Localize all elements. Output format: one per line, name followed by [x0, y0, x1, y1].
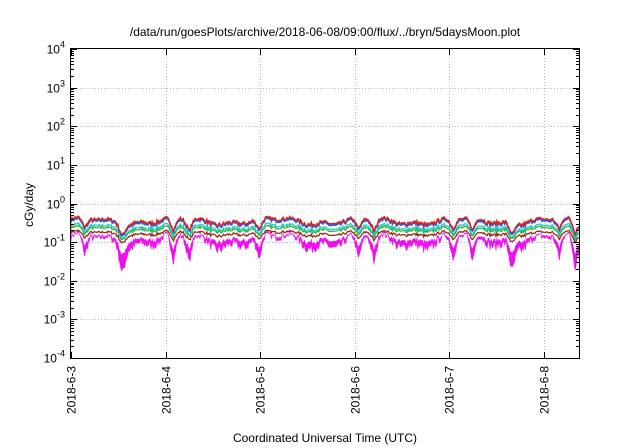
x-tick-label: 2018-6-6: [349, 366, 363, 414]
series-magenta-band: [70, 230, 580, 272]
y-axis-title: cGy/day: [22, 183, 36, 227]
series-line-green: [70, 224, 580, 242]
x-tick-label: 2018-6-3: [65, 366, 79, 414]
x-tick-label: 2018-6-4: [160, 366, 174, 414]
x-tick-label: 2018-6-5: [254, 366, 268, 414]
y-tick-label: 104: [47, 40, 65, 57]
series-line-cyan: [70, 222, 580, 240]
x-axis-title: Coordinated Universal Time (UTC): [233, 431, 417, 445]
y-tick-label: 102: [47, 117, 65, 134]
y-tick-label: 10-2: [44, 272, 65, 289]
x-tick-label: 2018-6-8: [538, 366, 552, 414]
y-tick-label: 100: [47, 195, 65, 212]
series-line-red: [70, 214, 580, 237]
series-line-darkred: [70, 229, 580, 244]
x-tick-label: 2018-6-7: [443, 366, 457, 414]
series-group: [70, 214, 580, 272]
y-tick-label: 10-3: [44, 310, 65, 327]
grid: [71, 49, 579, 358]
plot-frame: [70, 48, 580, 359]
y-tick-label: 103: [47, 79, 65, 96]
y-tick-label: 10-1: [44, 233, 65, 250]
ticks: 10-4 10-3 10-2 10-1 100 101 102 103 104 2018-6-3 2…: [44, 40, 579, 414]
y-tick-label: 101: [47, 156, 65, 173]
y-tick-label: 10-4: [44, 349, 65, 366]
chart-title: /data/run/goesPlots/archive/2018-06-08/0…: [130, 25, 521, 39]
